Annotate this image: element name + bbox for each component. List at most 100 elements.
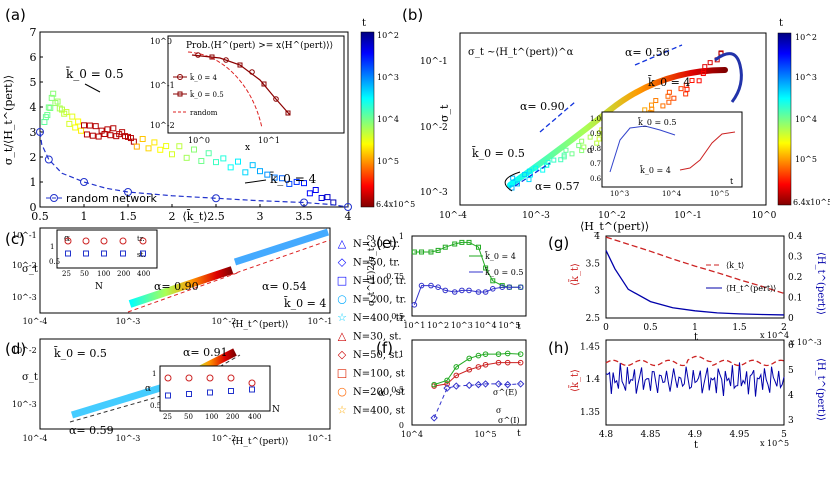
data-point — [466, 287, 472, 294]
annotation-k0-05: k̄_0 = 0.5 — [66, 65, 124, 81]
inset-xtick: 100 — [97, 270, 110, 278]
y-tick-right: 3 — [788, 416, 794, 426]
x-axis-unit: x 10^4 — [760, 331, 789, 340]
data-point — [489, 286, 496, 292]
y-tick: 2 — [30, 151, 37, 164]
series-line-h — [605, 362, 785, 397]
data-point — [474, 380, 483, 389]
data-point — [510, 175, 516, 181]
legend-random-network: random network — [66, 192, 157, 205]
x-tick: 10^-4 — [23, 317, 48, 326]
data-point — [596, 130, 602, 136]
data-point — [517, 284, 524, 291]
axes-frame — [411, 339, 527, 426]
x-axis-label: ⟨H_t^(pert)⟩ — [580, 220, 649, 233]
annotation-arrow — [84, 83, 101, 93]
data-point — [110, 125, 117, 132]
data-point — [83, 131, 90, 138]
data-point — [45, 104, 52, 111]
x-tick: 0 — [603, 323, 609, 333]
fit-line — [127, 271, 241, 313]
inset-point-tr — [165, 392, 171, 399]
y-tick-right: 0.2 — [788, 273, 802, 283]
x-tick: 4 — [345, 210, 352, 223]
annotation-k0: k̄_0 = 4 — [648, 76, 691, 89]
data-point-random — [212, 194, 220, 203]
data-point — [89, 132, 96, 139]
x-axis-label: ⟨H_t^(pert)⟩ — [232, 319, 289, 330]
inset-xtick: 10^3 — [610, 190, 629, 198]
data-point — [78, 127, 85, 134]
data-band — [507, 67, 728, 188]
colorbar-tick: 10^3 — [377, 73, 399, 82]
data-point — [453, 364, 460, 370]
panel-label-f: (f) — [376, 339, 393, 357]
x-tick: 10^4 — [475, 321, 497, 330]
data-point — [495, 351, 502, 357]
inset-ytick: 10^0 — [150, 37, 172, 46]
y-tick: 7 — [30, 26, 37, 39]
x-tick: 1.5 — [732, 323, 747, 333]
inset-xtick: 200 — [226, 413, 239, 421]
inset-xtick: 200 — [117, 270, 130, 278]
y-tick: 10^-2 — [12, 261, 37, 270]
inset-xtick: 50 — [184, 413, 193, 421]
y-tick-left: 1.35 — [580, 408, 600, 418]
legend: random network — [46, 192, 157, 205]
data-point-random — [36, 128, 44, 136]
x-tick: 10^-3 — [116, 317, 141, 326]
inset-series — [609, 125, 676, 173]
data-point — [264, 171, 271, 178]
data-point — [133, 143, 140, 150]
fit-line — [514, 162, 551, 187]
y-tick-left: 3 — [594, 287, 600, 297]
panel-label-b: (b) — [402, 6, 423, 24]
inset-legend: tr. — [137, 235, 145, 243]
inset-point-tr — [101, 250, 107, 257]
ticks: 10^1 10^2 10^3 10^4 10^5 0.5 0.75 1 — [386, 232, 520, 330]
ticks: 0 0.5 1 1.5 2 2.5 3 3.5 4 0 0.1 0.2 0.3 0.4 — [586, 232, 803, 333]
inset-ytick: 1 — [152, 370, 156, 378]
data-point — [63, 109, 70, 116]
panel-h: (h) ⟨k̄_t⟩ ⟨H_t^(pert)⟩ x 10^-3 4.8 4.85 4… — [548, 338, 826, 451]
data-point — [678, 86, 684, 92]
data-point — [198, 157, 205, 164]
data-point — [428, 282, 434, 289]
legend-entry: N=50, st. — [353, 350, 402, 361]
colorbar-tick: 6.4x10^5 — [793, 198, 830, 207]
data-point — [442, 287, 449, 294]
y-tick: 10^-3 — [12, 293, 37, 302]
y-tick-left: 4 — [594, 232, 600, 242]
legend-marker: □ — [337, 274, 347, 287]
data-point — [169, 151, 175, 158]
data-point — [475, 364, 482, 370]
inset-point — [195, 52, 201, 58]
data-band — [128, 266, 234, 308]
inset-marks — [195, 52, 291, 116]
y-tick: 3 — [30, 126, 37, 139]
inset-ylabel: α — [145, 384, 151, 394]
data-point — [104, 126, 111, 133]
data-point — [452, 382, 460, 390]
colorbar-tick: 10^2 — [377, 31, 399, 40]
annotation-alpha: α= 0.54 — [262, 280, 307, 293]
x-tick: 10^3 — [451, 321, 473, 330]
data-point — [540, 167, 546, 173]
data-point — [157, 146, 164, 153]
data-point — [451, 289, 458, 295]
y-tick: 1 — [399, 350, 404, 359]
series-line — [433, 352, 521, 386]
data-point — [526, 177, 532, 183]
inset-point-st — [248, 379, 256, 387]
y-tick: 1 — [399, 232, 404, 241]
panel-f: (f) α 10^4 10^5 0 0.5 1 t σ σ^(E) σ^(I) — [376, 339, 527, 439]
inset-point-tr — [207, 389, 213, 396]
data-point — [41, 119, 48, 125]
data-point — [696, 78, 702, 84]
data-point — [660, 103, 666, 109]
inset-ytick: 0.6 — [590, 175, 602, 183]
inset-point — [237, 62, 243, 68]
inset-label: k̄_0 = 0.5 — [637, 117, 676, 127]
inset-xlabel: N — [95, 282, 103, 292]
legend-marker: □ — [337, 367, 347, 380]
